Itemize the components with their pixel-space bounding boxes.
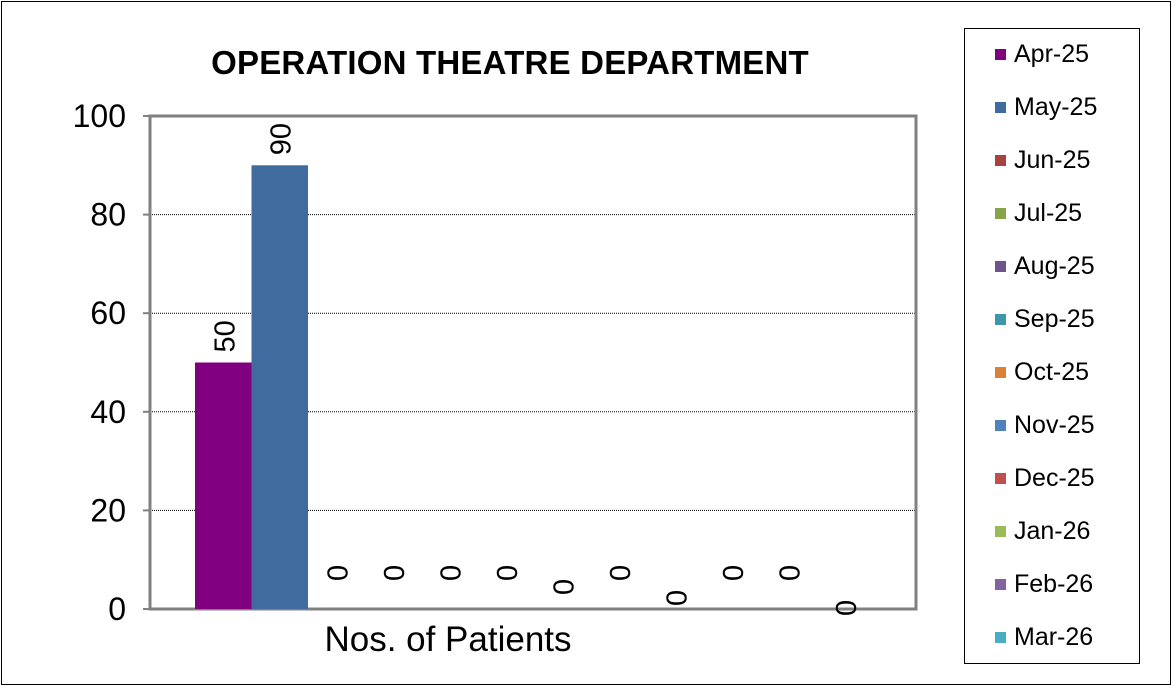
- bars: [195, 165, 308, 610]
- y-tick-label: 80: [90, 197, 126, 233]
- legend-label: Nov-25: [1014, 410, 1095, 439]
- legend-item-oct-25: Oct-25: [995, 357, 1089, 387]
- legend-swatch: [995, 101, 1006, 113]
- data-label-dec-25: 0: [661, 590, 693, 606]
- legend-swatch: [995, 631, 1006, 643]
- legend-item-dec-25: Dec-25: [995, 463, 1095, 493]
- legend-swatch: [995, 313, 1006, 325]
- legend-label: Feb-26: [1014, 569, 1094, 598]
- data-label-may-25: 90: [266, 123, 298, 155]
- legend-item-may-25: May-25: [995, 92, 1097, 122]
- x-axis-label: Nos. of Patients: [324, 620, 571, 659]
- data-label-oct-25: 0: [548, 579, 580, 595]
- legend-swatch: [995, 48, 1006, 60]
- y-tick-label: 20: [90, 492, 126, 528]
- data-labels: 50 90 0 0 0 0 0 0 0 0 0 0: [209, 123, 863, 616]
- data-label-nov-25: 0: [605, 565, 637, 581]
- y-tick-label: 40: [90, 394, 126, 430]
- legend-item-feb-26: Feb-26: [995, 569, 1093, 599]
- legend-label: Aug-25: [1014, 251, 1095, 280]
- legend-item-apr-25: Apr-25: [995, 39, 1089, 69]
- data-label-feb-26: 0: [774, 565, 806, 581]
- legend-label: Sep-25: [1014, 304, 1095, 333]
- data-label-aug-25: 0: [435, 565, 467, 581]
- y-tick-label: 0: [108, 591, 126, 627]
- y-axis-ticks: 0 20 40 60 80 100: [73, 98, 150, 627]
- y-tick-label: 60: [90, 295, 126, 331]
- legend-label: Jan-26: [1014, 516, 1091, 545]
- legend-label: May-25: [1014, 92, 1098, 121]
- legend-label: Mar-26: [1014, 622, 1094, 651]
- y-tick-label: 100: [73, 98, 126, 134]
- legend-swatch: [995, 472, 1006, 484]
- chart-title: OPERATION THEATRE DEPARTMENT: [211, 44, 809, 81]
- data-label-jan-26: 0: [718, 565, 750, 581]
- legend-swatch: [995, 207, 1006, 219]
- legend: Apr-25 May-25 Jun-25 Jul-25 Aug-25 Sep-25 Oct-…: [964, 28, 1140, 664]
- legend-item-aug-25: Aug-25: [995, 251, 1095, 281]
- legend-item-sep-25: Sep-25: [995, 304, 1095, 334]
- legend-label: Apr-25: [1014, 39, 1090, 68]
- legend-swatch: [995, 260, 1006, 272]
- legend-swatch: [995, 366, 1006, 378]
- legend-label: Oct-25: [1014, 357, 1090, 386]
- data-label-apr-25: 50: [209, 320, 241, 352]
- legend-swatch: [995, 154, 1006, 166]
- data-label-jun-25: 0: [322, 565, 354, 581]
- legend-label: Dec-25: [1014, 463, 1095, 492]
- data-label-sep-25: 0: [492, 565, 524, 581]
- legend-swatch: [995, 525, 1006, 537]
- data-label-mar-26: 0: [831, 600, 863, 616]
- plot-area-border: [148, 114, 918, 611]
- bar-may-25: [251, 165, 308, 610]
- legend-swatch: [995, 578, 1006, 590]
- legend-swatch: [995, 419, 1006, 431]
- legend-label: Jun-25: [1014, 145, 1091, 174]
- bar-apr-25: [195, 362, 252, 609]
- legend-item-mar-26: Mar-26: [995, 622, 1093, 652]
- gridlines: [150, 214, 916, 511]
- data-label-jul-25: 0: [379, 565, 411, 581]
- legend-item-jun-25: Jun-25: [995, 145, 1090, 175]
- legend-item-jan-26: Jan-26: [995, 516, 1090, 546]
- legend-item-jul-25: Jul-25: [995, 198, 1082, 228]
- legend-label: Jul-25: [1014, 198, 1083, 227]
- legend-item-nov-25: Nov-25: [995, 410, 1095, 440]
